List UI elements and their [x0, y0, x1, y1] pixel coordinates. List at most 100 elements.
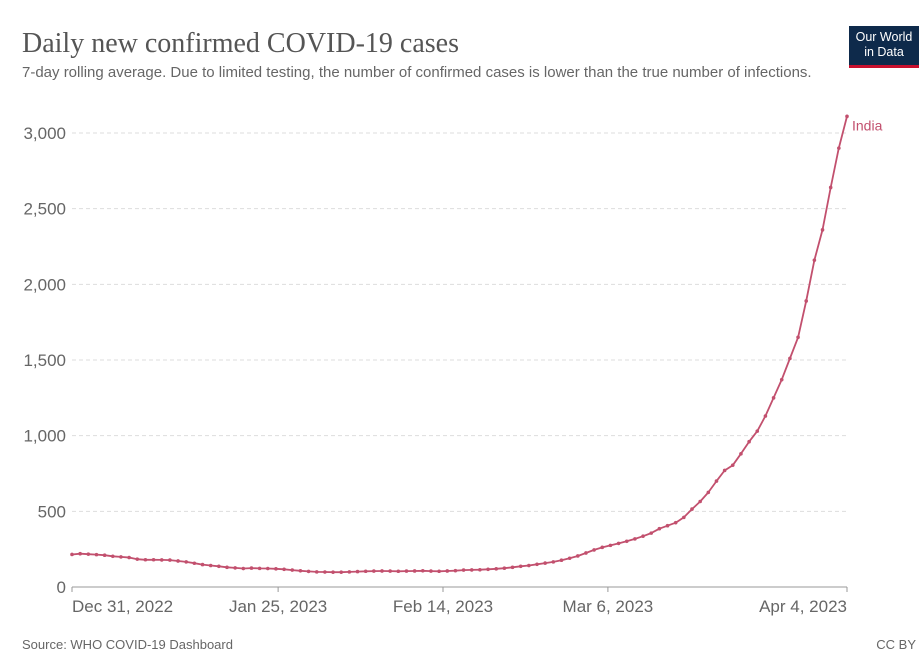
- data-point: [592, 548, 596, 552]
- data-point: [355, 569, 360, 574]
- data-point: [641, 534, 645, 538]
- data-point: [151, 557, 156, 562]
- data-point: [331, 570, 335, 574]
- data-point: [339, 570, 344, 574]
- data-point: [730, 463, 735, 467]
- license-text: CC BY: [876, 637, 916, 652]
- data-point: [845, 114, 849, 119]
- data-point: [575, 554, 580, 558]
- data-point: [404, 569, 409, 573]
- data-point: [437, 569, 441, 574]
- data-point: [828, 185, 833, 190]
- data-point: [192, 561, 197, 566]
- y-axis-ticks: 0 500 1,000 1,500 2,000 2,500 3,000: [23, 124, 66, 597]
- x-tick-label: Apr 4, 2023: [759, 597, 847, 616]
- data-point: [420, 569, 425, 573]
- data-point: [535, 562, 539, 567]
- data-point: [747, 439, 751, 444]
- chart-title: Daily new confirmed COVID-19 cases: [22, 28, 459, 59]
- data-point: [567, 556, 572, 561]
- data-point: [698, 499, 702, 504]
- data-point: [706, 490, 711, 495]
- data-point: [543, 561, 547, 565]
- data-point: [78, 551, 82, 556]
- data-point: [771, 396, 776, 400]
- data-point: [649, 531, 654, 535]
- data-point: [363, 569, 368, 574]
- data-point: [298, 569, 303, 573]
- data-point: [608, 543, 613, 548]
- data-point: [119, 555, 123, 559]
- data-point: [714, 479, 719, 483]
- data-point: [559, 558, 564, 563]
- data-point: [412, 569, 417, 573]
- data-point: [779, 377, 784, 382]
- data-point: [168, 558, 172, 562]
- data-point: [274, 567, 278, 571]
- series-line-india: [71, 116, 848, 574]
- data-point: [176, 559, 180, 563]
- x-tick-label: Dec 31, 2022: [72, 597, 173, 616]
- data-point: [241, 566, 246, 571]
- data-point: [551, 560, 556, 564]
- data-point: [722, 468, 727, 473]
- data-point: [282, 567, 286, 572]
- data-point: [159, 558, 164, 562]
- data-point: [70, 552, 74, 557]
- data-point: [796, 335, 800, 340]
- data-point: [682, 515, 686, 520]
- data-point: [184, 560, 189, 564]
- y-tick-label: 1,500: [23, 351, 66, 370]
- x-tick-label: Feb 14, 2023: [393, 597, 493, 616]
- data-point: [461, 568, 466, 572]
- y-tick-label: 1,000: [23, 427, 66, 446]
- data-point: [233, 566, 237, 570]
- data-point: [347, 570, 352, 574]
- data-point: [690, 507, 694, 511]
- data-point: [624, 539, 629, 544]
- data-point: [665, 523, 670, 528]
- data-point: [657, 526, 662, 531]
- data-point: [127, 555, 131, 560]
- data-point: [396, 569, 401, 574]
- data-point: [837, 146, 841, 150]
- data-point: [502, 566, 507, 571]
- data-point: [616, 541, 621, 546]
- data-point: [486, 567, 490, 572]
- logo-line-1: Our World: [855, 30, 913, 44]
- data-point: [478, 567, 482, 572]
- data-point: [249, 566, 254, 570]
- series-label: India: [852, 117, 883, 133]
- data-point: [257, 566, 262, 571]
- data-point: [812, 258, 817, 262]
- data-point: [527, 563, 531, 568]
- data-point: [86, 552, 91, 556]
- data-point: [208, 563, 213, 568]
- owid-logo[interactable]: Our World in Data: [849, 26, 919, 68]
- x-axis: Dec 31, 2022 Jan 25, 2023 Feb 14, 2023 Mar …: [71, 586, 848, 616]
- data-point: [739, 452, 743, 456]
- data-point: [494, 567, 499, 571]
- data-point: [380, 569, 384, 573]
- y-tick-label: 2,000: [23, 275, 66, 294]
- data-point: [429, 569, 433, 573]
- grid-lines: [72, 132, 847, 512]
- data-point: [633, 537, 637, 541]
- logo-line-2: in Data: [864, 45, 904, 59]
- data-point: [372, 569, 376, 573]
- data-point: [673, 520, 678, 525]
- data-point: [763, 414, 768, 418]
- line-chart: 0 500 1,000 1,500 2,000 2,500 3,000 Dec 31, 20…: [23, 114, 883, 616]
- y-tick-label: 0: [57, 578, 66, 597]
- data-point: [306, 569, 311, 574]
- data-point: [290, 568, 295, 572]
- data-point: [388, 569, 392, 573]
- data-point: [314, 570, 319, 574]
- data-point: [820, 228, 825, 232]
- data-point: [135, 557, 140, 561]
- data-point: [225, 565, 229, 570]
- x-tick-label: Mar 6, 2023: [563, 597, 654, 616]
- data-point: [102, 553, 107, 558]
- data-point: [445, 569, 450, 573]
- y-tick-label: 2,500: [23, 200, 66, 219]
